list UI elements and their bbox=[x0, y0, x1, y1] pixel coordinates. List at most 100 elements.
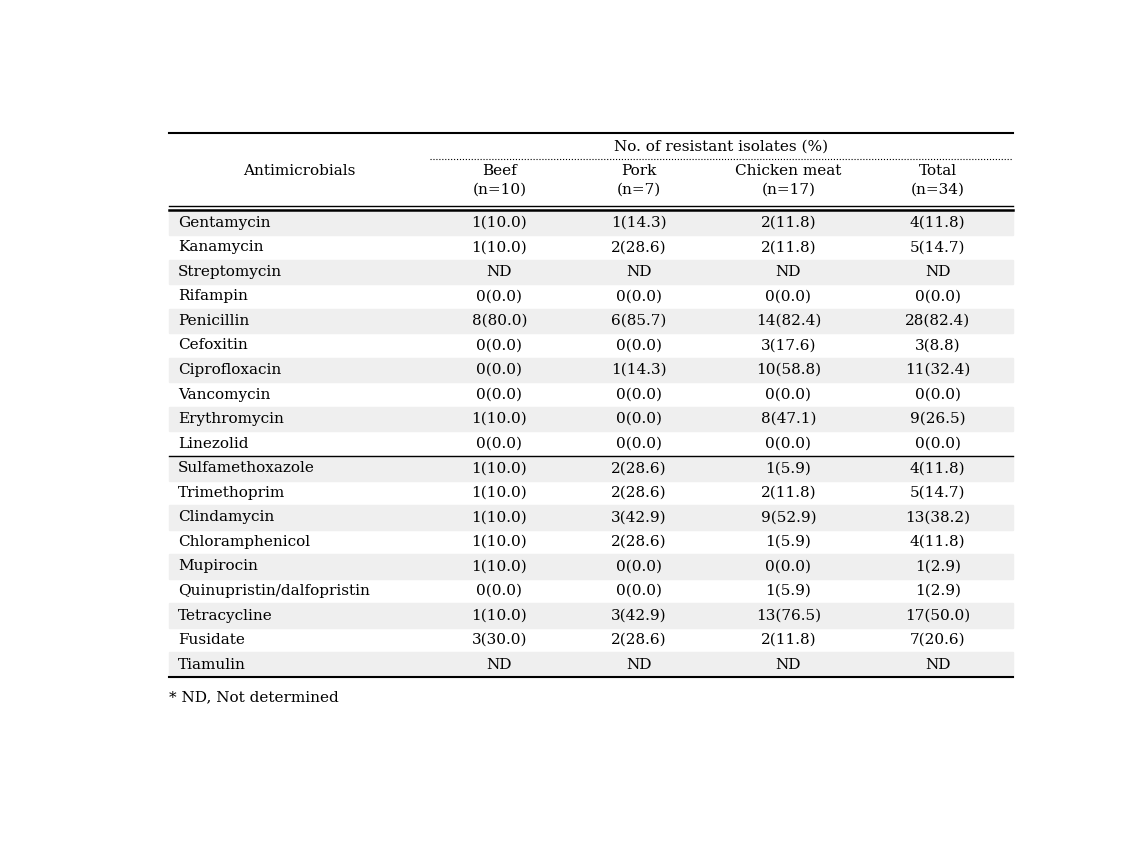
Text: 1(10.0): 1(10.0) bbox=[472, 412, 528, 426]
Text: Chicken meat: Chicken meat bbox=[735, 165, 841, 178]
Text: * ND, Not determined: * ND, Not determined bbox=[169, 690, 339, 704]
Text: 1(2.9): 1(2.9) bbox=[914, 560, 961, 573]
Bar bbox=[169, 554, 1012, 578]
Text: 0(0.0): 0(0.0) bbox=[477, 339, 522, 352]
Text: ND: ND bbox=[925, 265, 951, 279]
Text: 10(58.8): 10(58.8) bbox=[756, 363, 821, 377]
Text: 1(10.0): 1(10.0) bbox=[472, 461, 528, 476]
Text: Penicillin: Penicillin bbox=[178, 314, 249, 328]
Text: Total: Total bbox=[919, 165, 956, 178]
Text: Streptomycin: Streptomycin bbox=[178, 265, 282, 279]
Text: Clindamycin: Clindamycin bbox=[178, 510, 274, 524]
Text: ND: ND bbox=[487, 657, 512, 672]
Text: 2(28.6): 2(28.6) bbox=[611, 461, 667, 476]
Text: 2(11.8): 2(11.8) bbox=[760, 240, 816, 255]
Text: 2(11.8): 2(11.8) bbox=[760, 486, 816, 500]
Text: 3(42.9): 3(42.9) bbox=[611, 608, 667, 622]
Text: ND: ND bbox=[925, 657, 951, 672]
Text: 8(47.1): 8(47.1) bbox=[760, 412, 816, 426]
Text: 2(28.6): 2(28.6) bbox=[611, 633, 667, 647]
Text: 2(11.8): 2(11.8) bbox=[760, 633, 816, 647]
Text: 13(38.2): 13(38.2) bbox=[905, 510, 970, 524]
Text: ND: ND bbox=[775, 265, 801, 279]
Text: Kanamycin: Kanamycin bbox=[178, 240, 263, 255]
Text: 2(28.6): 2(28.6) bbox=[611, 240, 667, 255]
Text: 0(0.0): 0(0.0) bbox=[914, 290, 961, 303]
Bar bbox=[169, 603, 1012, 628]
Text: 0(0.0): 0(0.0) bbox=[477, 290, 522, 303]
Text: (n=17): (n=17) bbox=[762, 183, 815, 197]
Text: 0(0.0): 0(0.0) bbox=[616, 339, 662, 352]
Text: 0(0.0): 0(0.0) bbox=[616, 560, 662, 573]
Text: ND: ND bbox=[626, 265, 652, 279]
Text: 1(10.0): 1(10.0) bbox=[472, 535, 528, 548]
Text: 0(0.0): 0(0.0) bbox=[477, 584, 522, 598]
Text: ND: ND bbox=[487, 265, 512, 279]
Bar bbox=[169, 260, 1012, 284]
Text: Mupirocin: Mupirocin bbox=[178, 560, 258, 573]
Text: 1(10.0): 1(10.0) bbox=[472, 240, 528, 255]
Text: 14(82.4): 14(82.4) bbox=[756, 314, 821, 328]
Text: 1(5.9): 1(5.9) bbox=[765, 461, 812, 476]
Bar bbox=[169, 211, 1012, 235]
Text: 0(0.0): 0(0.0) bbox=[477, 387, 522, 402]
Text: 0(0.0): 0(0.0) bbox=[616, 412, 662, 426]
Text: 1(14.3): 1(14.3) bbox=[611, 216, 667, 230]
Text: 1(2.9): 1(2.9) bbox=[914, 584, 961, 598]
Text: 0(0.0): 0(0.0) bbox=[616, 290, 662, 303]
Text: 8(80.0): 8(80.0) bbox=[472, 314, 527, 328]
Text: 0(0.0): 0(0.0) bbox=[914, 437, 961, 451]
Text: 3(17.6): 3(17.6) bbox=[760, 339, 816, 352]
Text: Pork: Pork bbox=[621, 165, 657, 178]
Text: Erythromycin: Erythromycin bbox=[178, 412, 284, 426]
Text: (n=7): (n=7) bbox=[617, 183, 661, 197]
Text: Sulfamethoxazole: Sulfamethoxazole bbox=[178, 461, 315, 476]
Bar bbox=[169, 652, 1012, 677]
Text: 0(0.0): 0(0.0) bbox=[765, 387, 812, 402]
Text: Ciprofloxacin: Ciprofloxacin bbox=[178, 363, 282, 377]
Text: Gentamycin: Gentamycin bbox=[178, 216, 270, 230]
Text: 3(30.0): 3(30.0) bbox=[472, 633, 527, 647]
Text: 1(5.9): 1(5.9) bbox=[765, 584, 812, 598]
Text: Tiamulin: Tiamulin bbox=[178, 657, 246, 672]
Text: Tetracycline: Tetracycline bbox=[178, 608, 272, 622]
Text: 7(20.6): 7(20.6) bbox=[910, 633, 966, 647]
Bar bbox=[169, 505, 1012, 530]
Text: 3(42.9): 3(42.9) bbox=[611, 510, 667, 524]
Text: Cefoxitin: Cefoxitin bbox=[178, 339, 247, 352]
Text: (n=34): (n=34) bbox=[911, 183, 964, 197]
Text: 4(11.8): 4(11.8) bbox=[910, 461, 966, 476]
Text: 0(0.0): 0(0.0) bbox=[765, 437, 812, 451]
Text: Trimethoprim: Trimethoprim bbox=[178, 486, 285, 500]
Text: 1(10.0): 1(10.0) bbox=[472, 560, 528, 573]
Text: 1(10.0): 1(10.0) bbox=[472, 216, 528, 230]
Text: 28(82.4): 28(82.4) bbox=[905, 314, 970, 328]
Text: No. of resistant isolates (%): No. of resistant isolates (%) bbox=[614, 140, 829, 154]
Text: 0(0.0): 0(0.0) bbox=[616, 387, 662, 402]
Text: 3(8.8): 3(8.8) bbox=[914, 339, 961, 352]
Text: ND: ND bbox=[775, 657, 801, 672]
Text: 1(10.0): 1(10.0) bbox=[472, 608, 528, 622]
Text: 5(14.7): 5(14.7) bbox=[910, 240, 966, 255]
Text: Rifampin: Rifampin bbox=[178, 290, 247, 303]
Text: 9(52.9): 9(52.9) bbox=[760, 510, 816, 524]
Bar bbox=[169, 407, 1012, 431]
Text: 5(14.7): 5(14.7) bbox=[910, 486, 966, 500]
Text: 1(5.9): 1(5.9) bbox=[765, 535, 812, 548]
Bar bbox=[169, 309, 1012, 333]
Text: 0(0.0): 0(0.0) bbox=[765, 560, 812, 573]
Text: ND: ND bbox=[626, 657, 652, 672]
Text: 17(50.0): 17(50.0) bbox=[905, 608, 970, 622]
Text: Quinupristin/dalfopristin: Quinupristin/dalfopristin bbox=[178, 584, 369, 598]
Text: Linezolid: Linezolid bbox=[178, 437, 249, 451]
Text: 0(0.0): 0(0.0) bbox=[477, 363, 522, 377]
Text: 0(0.0): 0(0.0) bbox=[914, 387, 961, 402]
Text: Chloramphenicol: Chloramphenicol bbox=[178, 535, 310, 548]
Text: 2(28.6): 2(28.6) bbox=[611, 486, 667, 500]
Text: 11(32.4): 11(32.4) bbox=[905, 363, 970, 377]
Text: Beef: Beef bbox=[482, 165, 516, 178]
Text: 4(11.8): 4(11.8) bbox=[910, 535, 966, 548]
Text: 1(14.3): 1(14.3) bbox=[611, 363, 667, 377]
Text: Fusidate: Fusidate bbox=[178, 633, 245, 647]
Bar bbox=[169, 456, 1012, 481]
